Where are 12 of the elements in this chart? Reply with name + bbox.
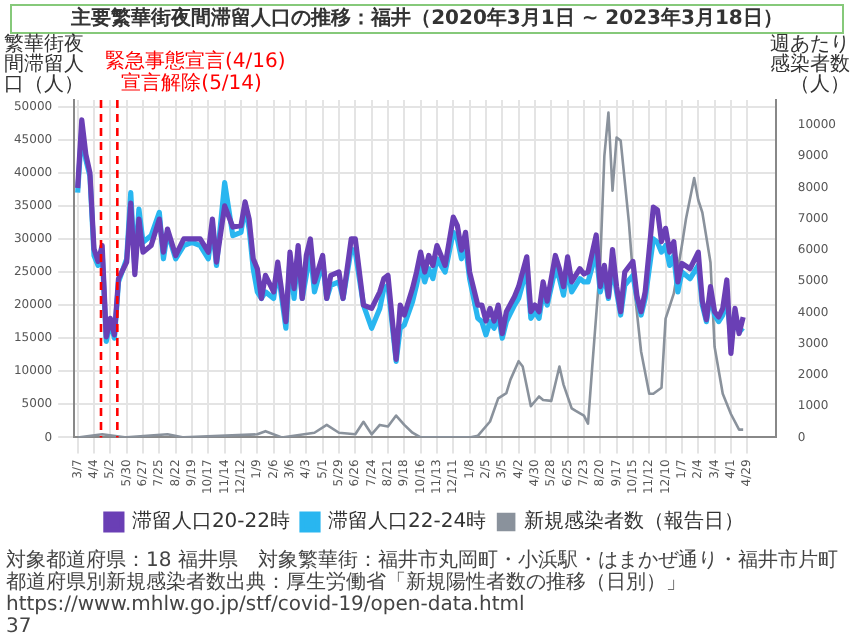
legend-label: 滞留人口22-24時 xyxy=(328,509,487,534)
chart-title: 主要繁華街夜間滞留人口の推移：福井（2020年3月1日 ~ 2023年3月18日） xyxy=(10,4,844,34)
ref-line-label: 緊急事態宣言(4/16) xyxy=(105,49,286,74)
text: 対象繁華街：福井市丸岡町・小浜駅・はまかぜ通り・福井市片町 xyxy=(257,550,838,572)
y-axis-title: 繁華街夜間滞留人口（人） xyxy=(4,34,86,96)
text: 対象都道府県：18 福井県 xyxy=(6,550,238,572)
legend-label: 新規感染者数（報告日） xyxy=(524,509,745,534)
text: 37 xyxy=(6,616,32,638)
text: 都道府県別新規感染者数出典：厚生労働省「新規陽性者数の推移（日別）」https://www.mhlw.go.jp/stf/covid-19/open-data.html xyxy=(6,572,688,616)
y2-axis-title: 週あたり感染者数（人） xyxy=(768,34,850,96)
legend-label: 滞留人口20-22時 xyxy=(131,509,291,534)
ref-line-label: 宣言解除(5/14) xyxy=(121,71,263,96)
